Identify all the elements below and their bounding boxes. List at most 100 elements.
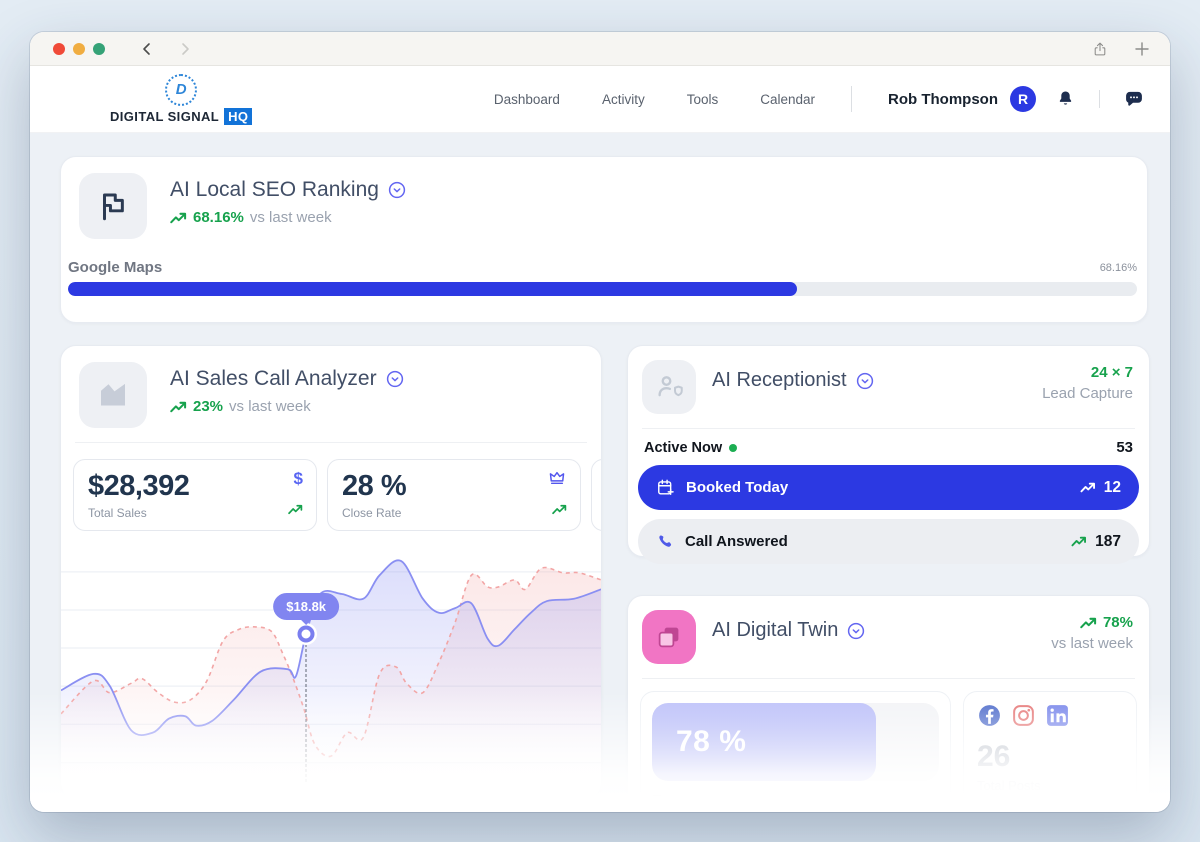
browser-window: D DIGITAL SIGNAL HQ Dashboard Activity T… — [30, 32, 1170, 812]
header-divider — [851, 86, 853, 112]
card-title: AI Local SEO Ranking — [170, 178, 379, 201]
instagram-icon — [1013, 705, 1034, 726]
booked-today-label: Booked Today — [686, 479, 789, 496]
stat-total-sales: $28,392 Total Sales $ — [73, 459, 317, 531]
nav-item-calendar[interactable]: Calendar — [760, 91, 816, 107]
nav-item-activity[interactable]: Activity — [601, 91, 645, 107]
brand-mark-icon: D — [165, 73, 198, 106]
chevron-down-circle-icon[interactable] — [388, 181, 406, 199]
receptionist-person-icon — [642, 360, 696, 414]
stat-box-clipped — [591, 459, 601, 531]
sales-chart-svg — [61, 559, 601, 782]
call-answered-label: Call Answered — [685, 533, 788, 550]
copy-squares-icon — [642, 610, 696, 664]
minimize-window-button[interactable] — [73, 42, 85, 55]
delta-value: 68.16% — [193, 209, 244, 226]
delta-value: 78% — [1102, 614, 1133, 631]
avatar[interactable]: R — [1010, 86, 1036, 112]
divider — [642, 678, 1135, 679]
seo-ranking-card: AI Local SEO Ranking 68.16% vs last week… — [60, 156, 1148, 323]
back-icon[interactable] — [139, 41, 155, 57]
header-divider — [1099, 90, 1100, 108]
sales-analyzer-card: AI Sales Call Analyzer 23% vs last week — [60, 345, 602, 799]
engagement-value: 78 % — [676, 725, 747, 758]
booked-today-value: 12 — [1103, 478, 1121, 496]
trend-up-icon — [552, 502, 567, 520]
total-posts-label: Total Posts — [977, 778, 1041, 793]
engagement-label: Engagement — [652, 792, 738, 809]
chart-tooltip: $18.8k — [273, 592, 340, 620]
metric-value: 68.16% — [1099, 261, 1137, 274]
facebook-icon — [979, 705, 1000, 726]
divider — [642, 428, 1135, 429]
stat-label: Close Rate — [342, 506, 402, 520]
user-menu: Rob Thompson R — [888, 86, 1144, 112]
dashboard-main: AI Local SEO Ranking 68.16% vs last week… — [30, 133, 1170, 812]
nav-item-dashboard[interactable]: Dashboard — [493, 91, 560, 107]
delta-suffix: vs last week — [1051, 635, 1133, 652]
app-header: D DIGITAL SIGNAL HQ Dashboard Activity T… — [30, 66, 1170, 133]
trend-up-icon — [1080, 617, 1097, 628]
metric-label: Google Maps — [68, 259, 163, 276]
trend-up-icon — [170, 401, 187, 412]
chevron-down-circle-icon[interactable] — [386, 370, 404, 388]
badge-label: Lead Capture — [1042, 385, 1133, 402]
card-title: AI Digital Twin — [712, 619, 839, 641]
flag-icon — [79, 173, 147, 239]
crown-icon — [547, 469, 567, 492]
stat-label: Total Sales — [88, 506, 147, 520]
brand-logo: D DIGITAL SIGNAL HQ — [110, 73, 253, 125]
total-posts-panel: 26 Total Posts — [963, 691, 1137, 812]
active-now-row: Active Now 53 — [628, 429, 1149, 456]
brand-name: DIGITAL SIGNAL — [110, 108, 220, 124]
chart-hover-guide — [305, 643, 307, 782]
share-icon[interactable] — [1092, 41, 1108, 57]
phone-icon — [659, 534, 672, 547]
active-now-value: 53 — [1116, 439, 1133, 456]
trend-up-icon — [288, 502, 303, 520]
delta-suffix: vs last week — [229, 398, 311, 415]
badge-value: 24 × 7 — [1090, 364, 1133, 381]
nav-item-tools[interactable]: Tools — [686, 91, 719, 107]
sales-trend-chart[interactable]: $18.8k — [61, 547, 601, 782]
stats-row: $28,392 Total Sales $ 28 % Close Rate — [61, 443, 601, 531]
window-titlebar — [30, 32, 1170, 66]
dollar-icon: $ — [293, 469, 303, 488]
online-status-dot — [729, 443, 738, 452]
linkedin-icon — [1047, 705, 1068, 726]
delta-value: 23% — [193, 398, 224, 415]
trend-up-icon — [1080, 482, 1095, 493]
call-answered-value: 187 — [1095, 532, 1121, 550]
stat-close-rate: 28 % Close Rate — [327, 459, 581, 531]
chat-icon[interactable] — [1124, 89, 1144, 109]
engagement-progress-bar: 78 % — [652, 703, 939, 781]
call-answered-row[interactable]: Call Answered 187 — [638, 519, 1139, 564]
calendar-plus-icon — [658, 479, 674, 495]
divider — [75, 442, 587, 443]
seo-progress-fill — [68, 282, 797, 296]
close-window-button[interactable] — [53, 42, 65, 55]
receptionist-card: AI Receptionist 24 × 7 Lead Capture — [627, 345, 1150, 564]
seo-progress-bar — [68, 282, 1137, 296]
new-tab-icon[interactable] — [1134, 41, 1150, 57]
digital-twin-card: AI Digital Twin 78% vs last w — [627, 595, 1150, 812]
trend-up-icon — [170, 212, 187, 223]
stat-value: 28 % — [342, 470, 407, 502]
brand-badge: HQ — [224, 107, 253, 125]
active-now-label: Active Now — [644, 439, 723, 456]
engagement-panel: 78 % Engagement — [640, 691, 951, 812]
total-posts-value: 26 — [977, 740, 1011, 773]
card-title: AI Sales Call Analyzer — [170, 367, 377, 390]
delta-suffix: vs last week — [249, 209, 332, 226]
notifications-bell-icon[interactable] — [1056, 89, 1075, 109]
chevron-down-circle-icon[interactable] — [856, 372, 874, 390]
chevron-down-circle-icon[interactable] — [847, 622, 865, 640]
zoom-window-button[interactable] — [93, 42, 105, 55]
booked-today-row[interactable]: Booked Today 12 — [638, 465, 1139, 510]
stat-value: $28,392 — [88, 470, 190, 502]
main-nav: Dashboard Activity Tools Calendar — [494, 92, 815, 107]
card-title: AI Receptionist — [712, 369, 847, 391]
trend-up-icon — [1071, 536, 1087, 547]
forward-icon[interactable] — [177, 41, 193, 57]
chart-marker-dot — [297, 625, 315, 643]
